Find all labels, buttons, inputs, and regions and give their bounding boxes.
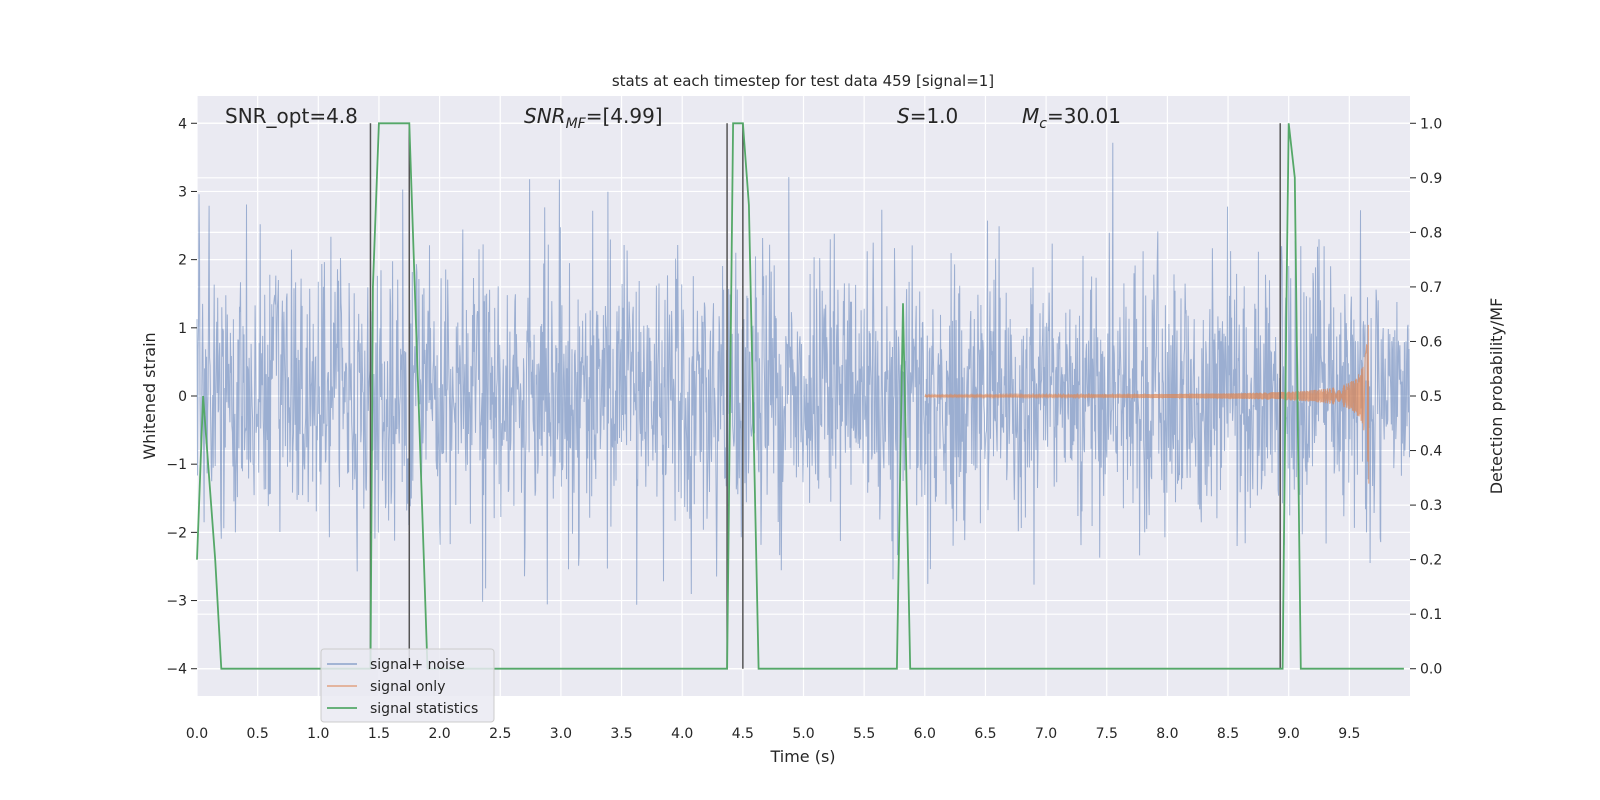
- y-tick-label-left: −3: [166, 594, 187, 610]
- x-tick-label: 6.0: [914, 726, 936, 742]
- legend: signal+ noise signal only signal statist…: [320, 648, 495, 723]
- y-tick-label-left: 3: [178, 184, 187, 200]
- x-tick-label: 4.0: [671, 726, 693, 742]
- x-tick-label: 8.5: [1217, 726, 1239, 742]
- annotation-snr-mf-base: SNR: [524, 104, 566, 128]
- x-tick-label: 2.5: [489, 726, 511, 742]
- x-tick-label: 2.0: [428, 726, 450, 742]
- x-tick-label: 0.5: [247, 726, 269, 742]
- y-tick-label-right: 0.8: [1420, 225, 1442, 241]
- x-axis-ticks: 0.0 0.5 1.0 1.5 2.0 2.5 3.0 3.5 4.0 4.5 5.0 5.5 6.0 6…: [186, 726, 1361, 742]
- y-tick-label-right: 0.1: [1420, 607, 1442, 623]
- y-axis-left-label: Whitened strain: [140, 332, 159, 459]
- annotation-mc: Mc=30.01: [1022, 104, 1121, 132]
- x-tick-label: 1.0: [307, 726, 329, 742]
- y-tick-label-left: 2: [178, 253, 187, 269]
- x-tick-label: 5.0: [792, 726, 814, 742]
- annotation-mc-sub: c: [1039, 116, 1047, 132]
- annotation-snr-mf: SNRMF=[4.99]: [524, 104, 663, 132]
- legend-label-signal-noise: signal+ noise: [370, 657, 465, 673]
- y-tick-label-left: −4: [166, 662, 187, 678]
- series-signal-statistics: [196, 122, 1404, 670]
- annotation-mc-value: =30.01: [1047, 104, 1121, 128]
- annotation-s-value: =1.0: [910, 104, 959, 128]
- series-signal-only: [924, 324, 1370, 484]
- y-tick-label-right: 0.7: [1420, 280, 1442, 296]
- legend-box: [320, 648, 495, 723]
- y-tick-label-right: 0.2: [1420, 553, 1442, 569]
- legend-label-signal-statistics: signal statistics: [370, 701, 478, 717]
- y-tick-label-left: 4: [178, 116, 187, 132]
- y-tick-label-right: 0.4: [1420, 444, 1442, 460]
- annotation-s-sym: S: [897, 104, 910, 128]
- annotation-snr-mf-sub: MF: [566, 116, 587, 132]
- y-tick-label-right: 0.6: [1420, 334, 1442, 350]
- y-tick-label-right: 0.3: [1420, 498, 1442, 514]
- y-tick-label-right: 1.0: [1420, 116, 1442, 132]
- annotation-snr-opt: SNR_opt=4.8: [225, 104, 358, 128]
- x-tick-label: 7.5: [1096, 726, 1118, 742]
- x-tick-label: 0.0: [186, 726, 208, 742]
- series-signal-noise: [196, 142, 1410, 605]
- signal-only-line: [924, 324, 1370, 484]
- legend-label-signal-only: signal only: [370, 679, 445, 695]
- signal-statistics-line: [196, 122, 1404, 670]
- x-tick-label: 4.5: [732, 726, 754, 742]
- y-tick-label-right: 0.5: [1420, 389, 1442, 405]
- x-tick-label: 3.5: [610, 726, 632, 742]
- x-tick-label: 1.5: [368, 726, 390, 742]
- y-tick-label-left: −2: [166, 525, 187, 541]
- x-tick-label: 6.5: [974, 726, 996, 742]
- annotation-mc-sym: M: [1022, 104, 1039, 128]
- x-tick-label: 9.5: [1338, 726, 1360, 742]
- y-tick-label-left: 1: [178, 321, 187, 337]
- annotation-s: S=1.0: [897, 104, 958, 128]
- annotation-snr-mf-value: =[4.99]: [586, 104, 663, 128]
- y-tick-label-right: 0.0: [1420, 662, 1442, 678]
- y-axis-right-ticks: 1.0 0.9 0.8 0.7 0.6 0.5 0.4 0.3 0.2 0.1 0.0: [1410, 116, 1442, 678]
- x-axis-label: Time (s): [769, 747, 835, 766]
- x-tick-label: 7.0: [1035, 726, 1057, 742]
- chart-title: stats at each timestep for test data 459…: [612, 72, 994, 90]
- y-tick-label-left: 0: [178, 389, 187, 405]
- y-tick-label-right: 0.9: [1420, 171, 1442, 187]
- x-tick-label: 5.5: [853, 726, 875, 742]
- y-axis-right-label: Detection probability/MF: [1487, 298, 1506, 495]
- x-tick-label: 8.0: [1156, 726, 1178, 742]
- y-tick-label-left: −1: [166, 457, 187, 473]
- y-axis-left-ticks: 4 3 2 1 0 −1 −2 −3 −4: [166, 116, 197, 678]
- x-tick-label: 3.0: [550, 726, 572, 742]
- signal-noise-line: [196, 142, 1410, 605]
- x-tick-label: 9.0: [1278, 726, 1300, 742]
